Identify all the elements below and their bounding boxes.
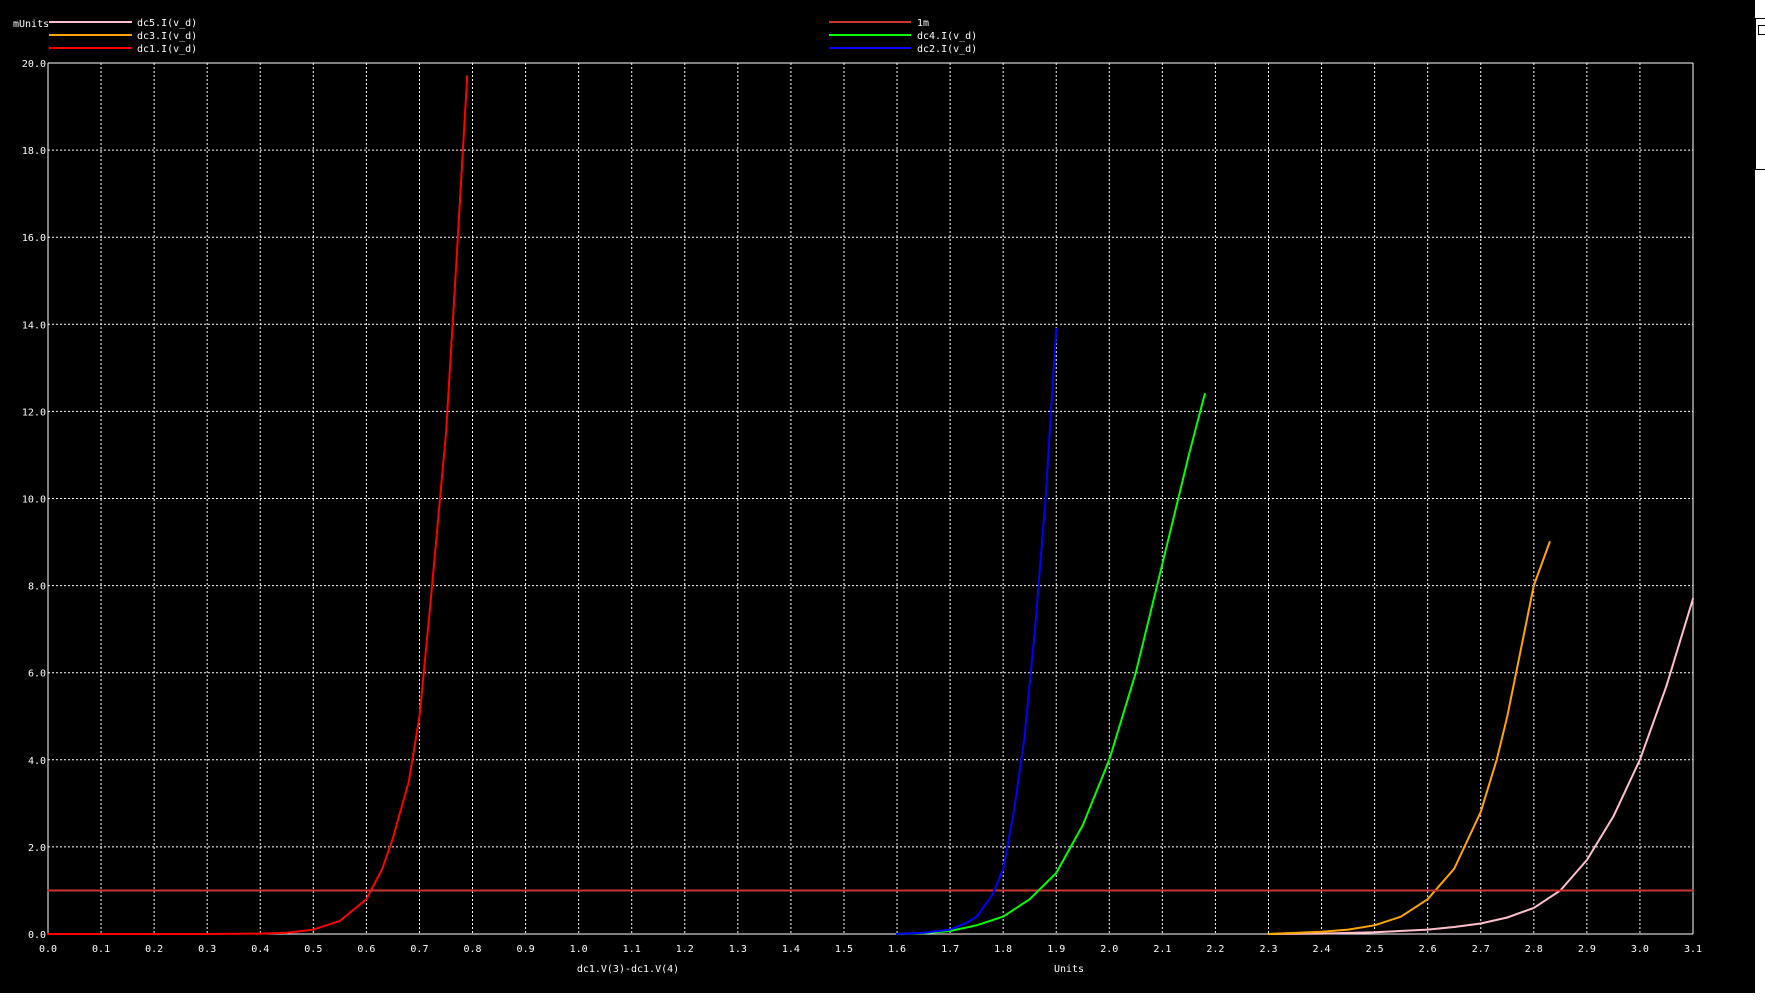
series-line	[896, 393, 1206, 935]
series-line	[896, 327, 1058, 935]
x-tick-label: 1.4	[782, 944, 800, 955]
legend-entry-label: dc4.I(v_d)	[917, 31, 977, 42]
tick-labels: 0.0 0.1 0.2 0.3 0.4 0.5 0.6 0.7 0.8 0.9 1.0 1.1 1.2 1…	[22, 59, 1702, 955]
y-tick-label: 2.0	[28, 843, 46, 854]
x-tick-label: 1.8	[994, 944, 1012, 955]
x-tick-label: 0.6	[357, 944, 375, 955]
grid	[47, 62, 1694, 935]
legend-entry-label: dc5.I(v_d)	[137, 18, 197, 29]
x-tick-label: 2.3	[1259, 944, 1277, 955]
x-tick-label: 2.8	[1525, 944, 1543, 955]
legend-entry-label: dc1.I(v_d)	[137, 44, 197, 55]
x-tick-label: 1.5	[835, 944, 853, 955]
x-tick-label: 1.3	[729, 944, 747, 955]
x-tick-label: 2.9	[1578, 944, 1596, 955]
legend-entry-label: dc2.I(v_d)	[917, 44, 977, 55]
x-tick-label: 0.8	[463, 944, 481, 955]
series-line	[1267, 597, 1694, 935]
x-tick-label: 0.7	[410, 944, 428, 955]
side-panel-edge[interactable]	[1755, 18, 1765, 170]
x-tick-label: 1.9	[1047, 944, 1065, 955]
y-tick-label: 18.0	[22, 146, 46, 157]
y-tick-label: 14.0	[22, 320, 46, 331]
x-tick-label: 2.5	[1366, 944, 1384, 955]
x-tick-label: 2.2	[1206, 944, 1224, 955]
legend-entry-label: dc3.I(v_d)	[137, 31, 197, 42]
x-tick-label: 0.4	[251, 944, 269, 955]
x-tick-label: 2.0	[1100, 944, 1118, 955]
y-tick-label: 0.0	[28, 930, 46, 941]
x-tick-label: 2.4	[1313, 944, 1331, 955]
side-panel-checkbox[interactable]	[1758, 25, 1765, 35]
y-tick-label: 4.0	[28, 756, 46, 767]
series-lines	[47, 75, 1694, 935]
x-tick-label: 3.0	[1631, 944, 1649, 955]
y-axis-units-label: mUnits	[13, 19, 49, 30]
x-tick-label: 0.1	[92, 944, 110, 955]
x-tick-label: 2.6	[1419, 944, 1437, 955]
legend: dc5.I(v_d) dc3.I(v_d) dc1.I(v_d) 1m dc4.I(v_…	[49, 18, 977, 55]
series-line	[1267, 541, 1551, 935]
x-axis-label: dc1.V(3)-dc1.V(4)	[577, 964, 679, 975]
y-tick-label: 8.0	[28, 582, 46, 593]
x-tick-label: 1.2	[676, 944, 694, 955]
x-tick-label: 1.7	[941, 944, 959, 955]
x-tick-label: 0.5	[304, 944, 322, 955]
x-tick-label: 1.0	[570, 944, 588, 955]
x-tick-label: 0.2	[145, 944, 163, 955]
y-tick-label: 10.0	[22, 495, 46, 506]
x-tick-label: 3.1	[1684, 944, 1702, 955]
x-tick-label: 1.6	[888, 944, 906, 955]
y-tick-label: 20.0	[22, 59, 46, 70]
x-tick-label: 1.1	[623, 944, 641, 955]
legend-entry-label: 1m	[917, 18, 929, 29]
x-tick-label: 0.0	[39, 944, 57, 955]
x-tick-label: 0.3	[198, 944, 216, 955]
y-tick-label: 12.0	[22, 407, 46, 418]
x-tick-label: 2.7	[1472, 944, 1490, 955]
x-tick-label: 2.1	[1153, 944, 1171, 955]
series-line	[47, 75, 469, 935]
x-tick-label: 0.9	[517, 944, 535, 955]
x-axis-units-label: Units	[1054, 964, 1084, 975]
y-tick-label: 16.0	[22, 233, 46, 244]
y-tick-label: 6.0	[28, 669, 46, 680]
